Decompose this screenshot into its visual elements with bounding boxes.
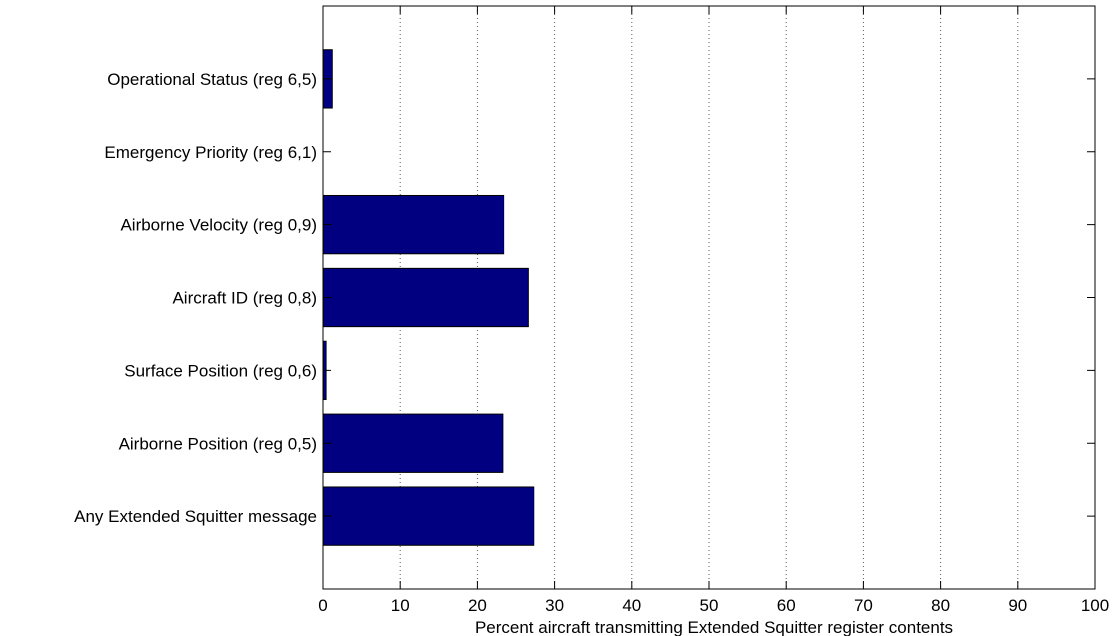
bar <box>322 413 504 473</box>
x-tick-label: 20 <box>468 596 487 615</box>
category-label: Any Extended Squitter message <box>74 507 317 526</box>
category-label: Emergency Priority (reg 6,1) <box>104 143 317 162</box>
x-tick-label: 40 <box>622 596 641 615</box>
x-tick-labels: 0 10 20 30 40 50 60 70 80 90 100 <box>318 596 1109 615</box>
x-tick-label: 80 <box>931 596 950 615</box>
x-tick-label: 0 <box>318 596 327 615</box>
category-label: Aircraft ID (reg 0,8) <box>172 289 317 308</box>
category-label: Operational Status (reg 6,5) <box>107 70 317 89</box>
x-tick-label: 60 <box>777 596 796 615</box>
category-labels: Any Extended Squitter message Airborne Po… <box>74 70 317 526</box>
x-axis-title: Percent aircraft transmitting Extended S… <box>475 618 953 636</box>
x-tick-label: 30 <box>545 596 564 615</box>
bar <box>322 267 529 328</box>
bar <box>322 194 505 255</box>
x-tick-label: 10 <box>391 596 410 615</box>
x-tick-label: 90 <box>1008 596 1027 615</box>
category-label: Airborne Position (reg 0,5) <box>119 434 317 453</box>
bar <box>322 486 535 546</box>
x-tick-label: 50 <box>700 596 719 615</box>
x-tick-label: 100 <box>1081 596 1109 615</box>
bars <box>322 49 535 546</box>
x-tick-label: 70 <box>854 596 873 615</box>
category-label: Airborne Velocity (reg 0,9) <box>120 216 317 235</box>
axis-ticks <box>322 6 1096 589</box>
category-label: Surface Position (reg 0,6) <box>124 361 317 380</box>
